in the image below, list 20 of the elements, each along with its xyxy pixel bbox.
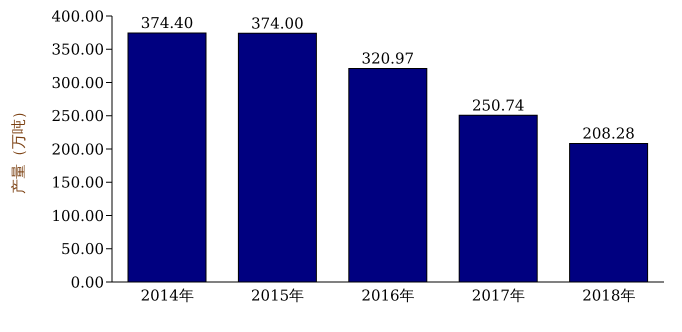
y-tick-label: 100.00 (52, 206, 104, 225)
x-tick-label: 2015年 (251, 286, 304, 305)
y-tick-label: 50.00 (61, 240, 104, 258)
y-tick-label: 0.00 (70, 273, 104, 292)
y-tick-label: 250.00 (52, 107, 104, 126)
data-label: 250.74 (472, 96, 524, 114)
y-tick-label: 300.00 (52, 74, 104, 92)
data-label: 320.97 (362, 50, 414, 68)
x-tick-label: 2014年 (140, 286, 194, 305)
x-tick-label: 2018年 (582, 286, 636, 305)
data-label: 374.00 (251, 14, 304, 32)
y-tick-label: 400.00 (52, 7, 104, 26)
y-axis-title: 产量（万吨） (9, 104, 28, 194)
y-tick-label: 350.00 (52, 40, 104, 59)
y-tick-label: 200.00 (52, 140, 104, 158)
y-tick-label: 150.00 (52, 174, 104, 192)
x-tick-label: 2016年 (361, 286, 415, 305)
x-tick-label: 2017年 (472, 286, 525, 305)
data-label: 208.28 (582, 124, 635, 142)
data-label: 374.40 (140, 14, 194, 32)
